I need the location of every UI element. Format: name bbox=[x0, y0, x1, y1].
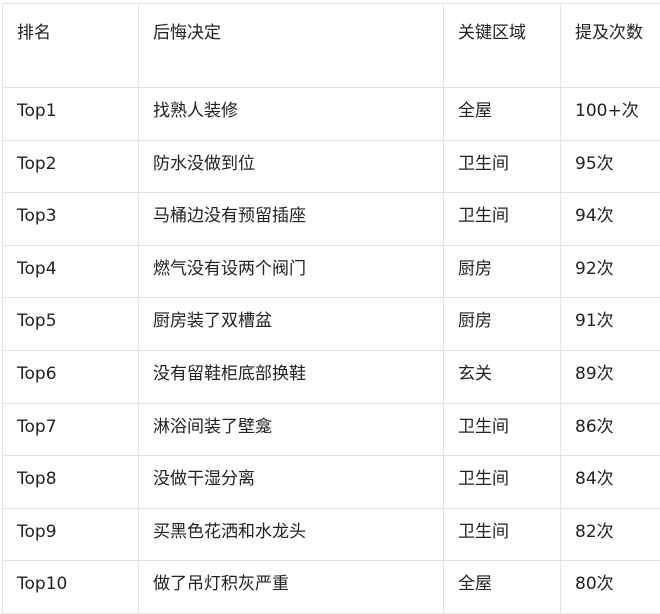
cell-mentions: 91次 bbox=[561, 298, 660, 351]
header-decision: 后悔决定 bbox=[139, 4, 444, 88]
cell-mentions: 89次 bbox=[561, 350, 660, 403]
cell-rank: Top10 bbox=[3, 561, 139, 614]
cell-area: 卫生间 bbox=[444, 508, 561, 561]
header-row: 排名后悔决定关键区域提及次数 bbox=[3, 4, 660, 88]
cell-decision: 没有留鞋柜底部换鞋 bbox=[139, 350, 444, 403]
cell-rank: Top5 bbox=[3, 298, 139, 351]
cell-decision: 没做干湿分离 bbox=[139, 456, 444, 509]
cell-rank: Top3 bbox=[3, 193, 139, 246]
cell-decision: 做了吊灯积灰严重 bbox=[139, 561, 444, 614]
cell-mentions: 95次 bbox=[561, 140, 660, 193]
cell-area: 卫生间 bbox=[444, 403, 561, 456]
cell-decision: 厨房装了双槽盆 bbox=[139, 298, 444, 351]
cell-mentions: 82次 bbox=[561, 508, 660, 561]
cell-area: 厨房 bbox=[444, 298, 561, 351]
cell-area: 卫生间 bbox=[444, 193, 561, 246]
cell-decision: 马桶边没有预留插座 bbox=[139, 193, 444, 246]
cell-area: 卫生间 bbox=[444, 140, 561, 193]
cell-rank: Top7 bbox=[3, 403, 139, 456]
cell-decision: 找熟人装修 bbox=[139, 88, 444, 141]
cell-mentions: 84次 bbox=[561, 456, 660, 509]
cell-area: 玄关 bbox=[444, 350, 561, 403]
cell-rank: Top4 bbox=[3, 245, 139, 298]
cell-mentions: 94次 bbox=[561, 193, 660, 246]
cell-decision: 防水没做到位 bbox=[139, 140, 444, 193]
cell-decision: 燃气没有设两个阀门 bbox=[139, 245, 444, 298]
cell-area: 全屋 bbox=[444, 88, 561, 141]
cell-area: 卫生间 bbox=[444, 456, 561, 509]
header-rank: 排名 bbox=[3, 4, 139, 88]
cell-rank: Top2 bbox=[3, 140, 139, 193]
cell-mentions: 100+次 bbox=[561, 88, 660, 141]
cell-rank: Top6 bbox=[3, 350, 139, 403]
cell-area: 全屋 bbox=[444, 561, 561, 614]
header-area: 关键区域 bbox=[444, 4, 561, 88]
header-mentions: 提及次数 bbox=[561, 4, 660, 88]
cell-area: 厨房 bbox=[444, 245, 561, 298]
cell-mentions: 80次 bbox=[561, 561, 660, 614]
cell-rank: Top1 bbox=[3, 88, 139, 141]
cell-rank: Top8 bbox=[3, 456, 139, 509]
cell-decision: 买黑色花洒和水龙头 bbox=[139, 508, 444, 561]
cell-rank: Top9 bbox=[3, 508, 139, 561]
cell-decision: 淋浴间装了壁龛 bbox=[139, 403, 444, 456]
cell-mentions: 92次 bbox=[561, 245, 660, 298]
cell-mentions: 86次 bbox=[561, 403, 660, 456]
